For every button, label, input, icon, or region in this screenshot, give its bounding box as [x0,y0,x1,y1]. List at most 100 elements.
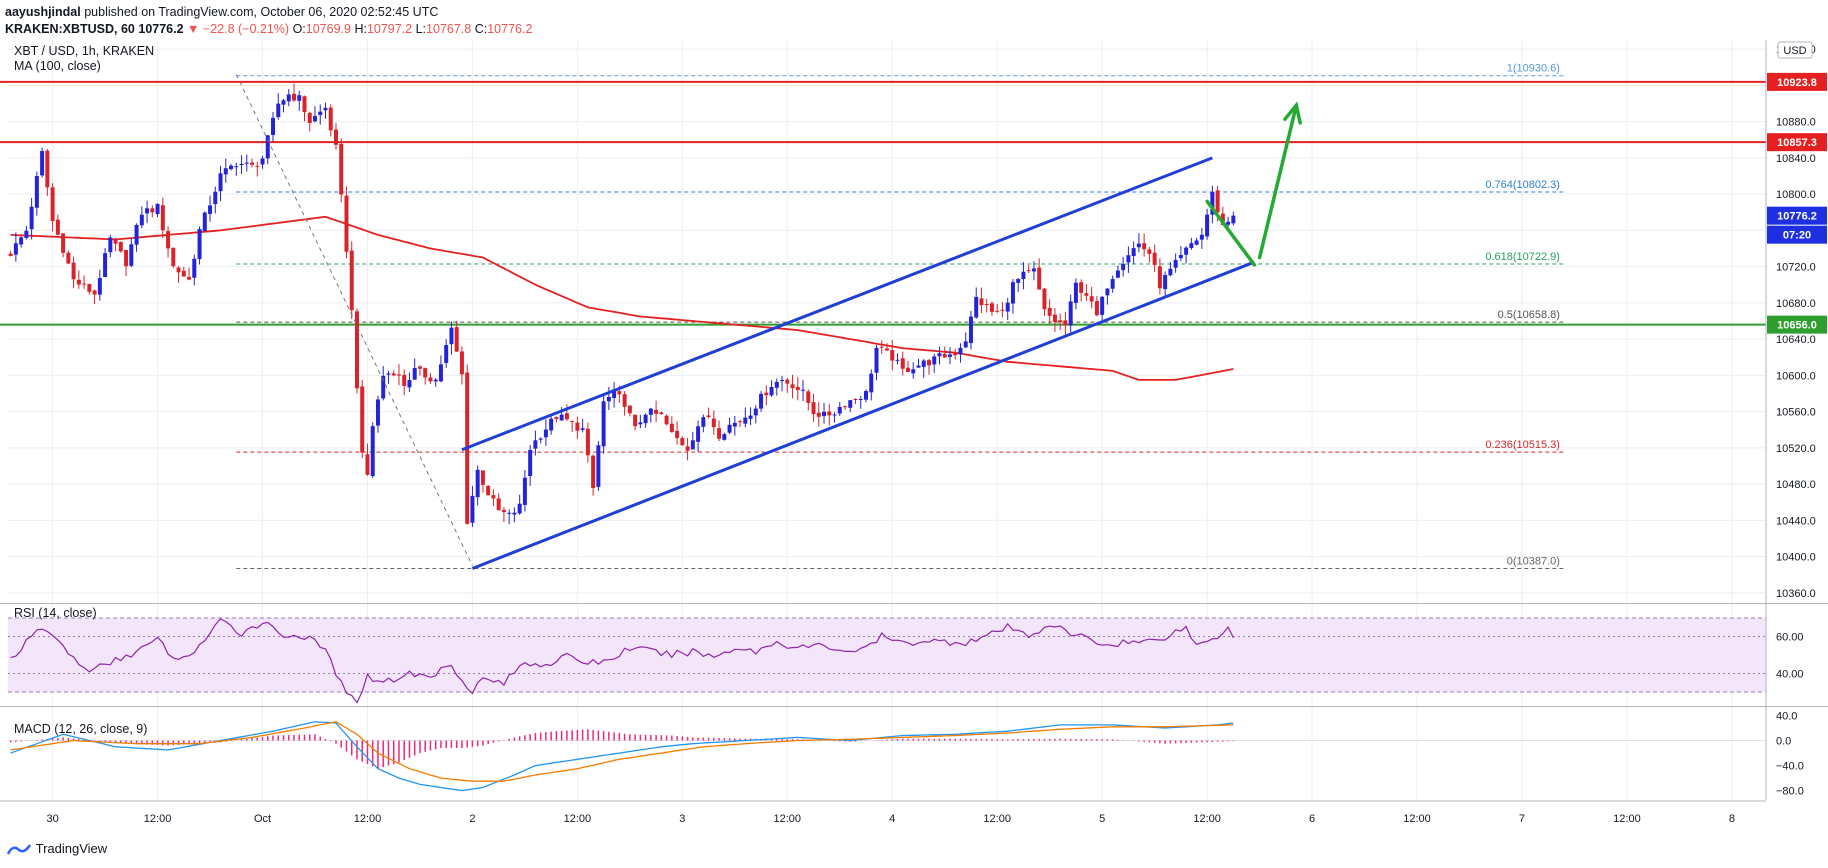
candle [659,411,664,415]
candle [187,267,192,281]
candle-body [617,391,622,395]
publish-info: aayushjindal published on TradingView.co… [5,5,438,19]
candle-body [780,380,785,382]
candle [1021,262,1026,290]
price-chart[interactable]: 1(10930.6) 0.764(10802.3) 0.618(10722.9) 0.… [0,40,1828,840]
candle-body [454,327,459,352]
candle-body [349,250,354,311]
candle-body [1115,270,1120,278]
candle [318,104,323,125]
candle [1131,241,1136,265]
price-tick-label: 10520.0 [1776,443,1816,455]
candle-body [1163,275,1168,290]
candle-body [318,111,323,116]
candle [811,393,816,422]
candle [454,320,459,352]
candle-body [591,455,596,488]
fibonacci-levels: 1(10930.6) 0.764(10802.3) 0.618(10722.9) 0.… [236,63,1564,569]
candle [449,321,454,355]
up-arrow-head [1283,101,1302,125]
candle [349,241,354,320]
candle [1079,279,1084,302]
candle [260,155,265,169]
candle-body [1026,270,1031,272]
candle [675,421,680,445]
candle-body [271,117,276,135]
candle-body [1047,307,1052,316]
candle-body [202,212,207,231]
candle-body [1220,213,1225,225]
currency-badge-box [1777,41,1813,59]
resistance-high-price-label: 10923.8 [1767,72,1827,91]
candle-body [601,401,606,447]
candle-body [517,503,522,514]
candle [669,416,674,433]
candle [1194,237,1199,246]
candle [1089,286,1094,309]
candle [181,266,186,277]
quote-line: KRAKEN:XBTUSD, 60 10776.2 ▼ −22.8 (−0.21… [5,22,532,36]
candle [239,155,244,175]
candle-body [76,279,81,285]
candle-body [29,206,34,230]
candle-body [449,327,454,345]
candle [297,90,302,111]
candle [1073,278,1078,310]
candle-body [354,311,359,389]
candle-body [759,393,764,409]
candle-body [1215,190,1220,213]
candle [208,195,213,222]
candle [974,287,979,319]
candle-body [1021,271,1026,279]
candle [533,430,538,456]
candle [8,250,13,257]
channel-lower-line [471,260,1255,570]
candle-body [97,278,102,295]
candle-body [1100,296,1105,315]
fib-label: 0.5(10658.8) [1498,309,1560,321]
candle-body [801,389,806,391]
candle-body [685,446,690,451]
candle [869,369,874,401]
candle-body [785,379,790,384]
candle-body [538,438,543,440]
candle-body [339,143,344,195]
candle-body [423,368,428,378]
candle [622,391,627,416]
resistance-high-price-label-box [1767,72,1827,91]
candle [722,432,727,441]
current-price-label-text: 10776.2 [1777,211,1817,223]
candle [549,415,554,435]
author-name[interactable]: aayushjindal [5,5,81,19]
candle [916,358,921,368]
candle-body [827,411,832,416]
candle [1142,233,1147,257]
candle [1058,313,1063,331]
candle [1105,288,1110,305]
candle-body [811,402,816,415]
candle [806,389,811,411]
candle [743,407,748,428]
candle-body [1178,254,1183,259]
candle-body [103,253,108,278]
candle-body [753,408,758,416]
candle [816,402,821,427]
candle [333,123,338,150]
candle [1005,297,1010,320]
candle [1199,228,1204,249]
time-tick-label: 12:00 [1403,813,1431,825]
candle [76,270,81,289]
candle-body [1031,268,1036,272]
candle-body [491,495,496,499]
candle-body [1016,279,1021,283]
candle [218,165,223,201]
candle-body [533,440,538,449]
candle-body [669,423,674,432]
candle [612,382,617,408]
tradingview-brand[interactable]: TradingView [35,841,108,857]
macd-tick-label: 0.0 [1776,736,1791,748]
symbol-label[interactable]: KRAKEN:XBTUSD, 60 [5,22,135,36]
low-value: 10767.8 [426,22,472,36]
candle [281,98,286,113]
candle-body [286,94,291,102]
